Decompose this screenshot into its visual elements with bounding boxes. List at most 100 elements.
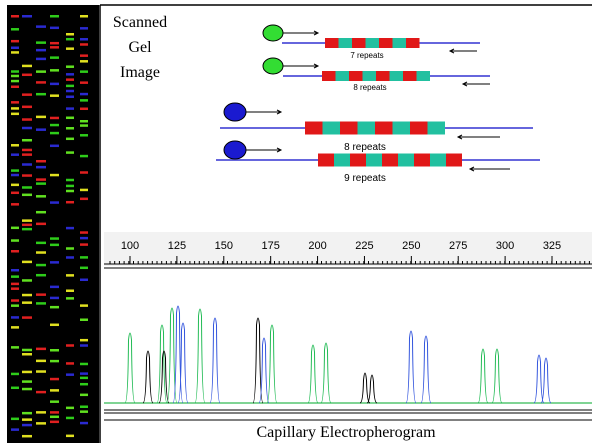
gel-band (50, 306, 59, 309)
gel-band (11, 28, 19, 31)
gel-band (66, 256, 74, 259)
gel-band (50, 42, 59, 45)
gel-band (50, 411, 59, 414)
gel-band (80, 81, 88, 84)
repeat-unit (366, 154, 382, 167)
dye-label (224, 141, 246, 159)
gel-band (36, 195, 46, 198)
gel-band (36, 93, 46, 96)
gel-band (66, 373, 74, 376)
gel-band (50, 349, 59, 352)
repeat-unit (363, 71, 377, 81)
gel-band (11, 46, 19, 49)
gel-band (36, 411, 46, 414)
gel-band (36, 166, 46, 169)
figure: Scanned Gel Image 7 repeats8 repeats8 re… (0, 0, 592, 446)
ruler: 100125150175200225250275300325 (104, 232, 592, 268)
repeat-unit (334, 154, 350, 167)
gel-band (80, 124, 88, 127)
gel-band (50, 261, 59, 264)
gel-band (80, 198, 88, 201)
gel-band (36, 128, 46, 131)
gel-band (80, 256, 88, 259)
gel-label: Image (120, 64, 160, 81)
gel-band (11, 387, 19, 390)
repeat-label: 8 repeats (344, 142, 386, 153)
gel-band (66, 297, 74, 300)
gel-band (11, 203, 19, 206)
gel-band (66, 407, 74, 410)
gel-band (50, 297, 59, 300)
gel-band (22, 174, 32, 177)
gel-band (11, 51, 19, 54)
gel-band (50, 124, 59, 127)
gel-band (80, 363, 88, 366)
gel-band (80, 377, 88, 380)
repeat-unit (414, 154, 430, 167)
repeat-unit (318, 154, 334, 167)
ruler-label: 100 (121, 240, 139, 252)
gel-band (66, 85, 74, 88)
gel-band (66, 185, 74, 188)
gel-band (66, 117, 74, 120)
gel-band (80, 344, 88, 347)
gel-band (36, 182, 46, 185)
gel-band (80, 304, 88, 307)
gel-band (50, 174, 59, 177)
gel-band (66, 78, 74, 81)
ruler-label: 125 (168, 240, 186, 252)
gel-band (80, 99, 88, 102)
gel-band (22, 153, 32, 156)
dye-label (263, 25, 283, 41)
gel-band (11, 144, 19, 147)
repeat-unit (393, 122, 411, 135)
gel-band (22, 118, 32, 121)
repeat-unit (358, 122, 376, 135)
gel-band (66, 190, 74, 193)
gel-band (50, 94, 59, 97)
gel-band (36, 274, 46, 277)
gel-band (11, 80, 19, 83)
gel-band (36, 348, 46, 351)
ruler-label: 275 (449, 240, 467, 252)
gel-band (66, 201, 74, 204)
gel-band (50, 360, 59, 363)
gel-band (22, 294, 32, 297)
gel-band (80, 120, 88, 123)
gel-band (50, 421, 59, 424)
gel-band (11, 346, 19, 349)
repeat-unit (403, 71, 417, 81)
gel-band (80, 383, 88, 386)
gel-band (80, 279, 88, 282)
gel-band (22, 74, 32, 77)
gel-band (22, 261, 32, 264)
gel-band (66, 362, 74, 365)
gel-band (11, 169, 19, 172)
ruler-label: 225 (355, 240, 373, 252)
gel-band (50, 237, 59, 240)
repeat-unit (352, 38, 366, 48)
gel-band (80, 189, 88, 192)
gel-band (80, 38, 88, 41)
repeat-unit (382, 154, 398, 167)
repeat-label: 8 repeats (353, 83, 386, 92)
repeat-unit (428, 122, 446, 135)
gel-band (22, 93, 32, 96)
gel-band (66, 227, 74, 230)
gel-band (36, 391, 46, 394)
gel-band (50, 324, 59, 327)
gel-band (22, 194, 32, 197)
ruler-label: 150 (215, 240, 233, 252)
gel-band (11, 70, 19, 73)
gel-band (22, 424, 32, 427)
gel-band (80, 237, 88, 240)
gel-band (22, 279, 32, 282)
gel-band (11, 418, 19, 421)
repeat-unit (430, 154, 446, 167)
gel-band (80, 93, 88, 96)
gel-band (11, 153, 19, 156)
gel-band (66, 96, 74, 99)
ruler-label: 175 (261, 240, 279, 252)
gel-band (11, 174, 19, 177)
gel-band (11, 304, 19, 307)
